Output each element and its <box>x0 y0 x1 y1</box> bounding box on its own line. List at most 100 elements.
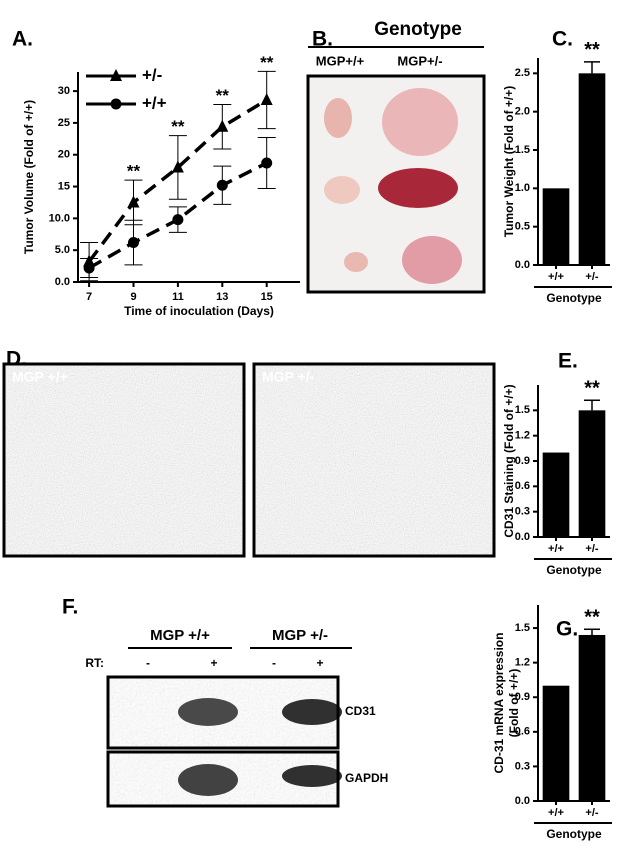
tumor <box>324 98 352 138</box>
x-tick-label: 13 <box>216 291 228 303</box>
legend-label: +/- <box>142 65 162 84</box>
y-tick-label: 10.0 <box>49 212 70 224</box>
significance: ** <box>260 53 274 72</box>
significance: ** <box>584 39 600 61</box>
panel-label: B. <box>312 28 333 51</box>
significance: ** <box>171 117 185 136</box>
panel-b: B. Genotype MGP+/+ MGP+/- <box>306 19 486 294</box>
y-tick-label: 25 <box>58 117 70 129</box>
bar <box>542 685 570 801</box>
marker <box>216 179 228 191</box>
panel-label: A. <box>12 28 33 51</box>
blot-frame <box>106 675 340 750</box>
y-tick-label: 0.6 <box>515 726 530 738</box>
marker <box>172 214 184 226</box>
error-bar <box>584 61 600 74</box>
group-label: MGP +/+ <box>150 627 210 644</box>
marker <box>171 160 184 173</box>
tumor <box>344 252 368 272</box>
y-axis-label: Tumor Volume (Fold of +/+) <box>22 100 36 254</box>
x-tick-label: +/+ <box>548 271 564 283</box>
y-tick-label: 1.5 <box>515 622 530 634</box>
x-tick-label: 9 <box>130 291 136 303</box>
marker <box>261 157 273 169</box>
y-tick-label: 2.5 <box>515 67 530 79</box>
significance: ** <box>584 377 600 399</box>
band <box>282 699 342 725</box>
y-tick-label: 30 <box>58 85 70 97</box>
error-bar <box>584 628 600 635</box>
y-tick-label: 0.6 <box>515 480 530 492</box>
y-tick-label: 0.3 <box>515 760 530 772</box>
panel-label: E. <box>558 350 578 373</box>
y-tick-label: 0.5 <box>515 221 530 233</box>
y-axis-label: CD-31 mRNA expression <box>492 633 506 774</box>
marker <box>127 195 140 208</box>
panel-label: G. <box>556 618 578 641</box>
image-frame <box>252 362 496 558</box>
y-axis-label: Tumor Weight (Fold of +/+) <box>502 86 516 238</box>
y-tick-label: 0.0 <box>515 531 530 543</box>
histology-image <box>254 364 494 556</box>
tumor <box>402 236 462 284</box>
y-tick-label: 0.0 <box>515 259 530 271</box>
tumor <box>324 176 360 204</box>
y-tick-label: 2.0 <box>515 106 530 118</box>
band <box>178 698 238 726</box>
marker <box>83 262 95 274</box>
tumor <box>382 88 458 156</box>
marker <box>110 98 122 110</box>
x-axis-label: Genotype <box>546 827 602 841</box>
x-axis-label: Time of inoculation (Days) <box>124 304 274 318</box>
bar <box>542 188 570 265</box>
image-label: MGP +/- <box>262 369 315 385</box>
y-tick-label: 5.0 <box>55 244 70 256</box>
panel-f: F. MGP +/+ MGP +/- RT: - + - + CD31 GAPD… <box>62 596 388 808</box>
marker <box>216 119 229 132</box>
x-tick-label: 15 <box>261 291 273 303</box>
lane-label: + <box>316 656 323 670</box>
x-tick-label: +/+ <box>548 807 564 819</box>
x-tick-label: +/- <box>585 271 598 283</box>
panel-title: Genotype <box>374 19 462 40</box>
band <box>282 765 342 787</box>
error-bar <box>584 399 600 411</box>
y-tick-label: 15 <box>58 180 70 192</box>
y-tick-label: 1.5 <box>515 144 530 156</box>
image-frame <box>2 362 246 558</box>
x-tick-label: 11 <box>172 291 184 303</box>
x-axis-label: Genotype <box>546 563 602 577</box>
x-axis-label: Genotype <box>546 291 602 305</box>
column-label: MGP+/+ <box>316 53 365 68</box>
panel-label: F. <box>62 596 78 619</box>
y-tick-label: 20 <box>58 149 70 161</box>
y-tick-label: 1.0 <box>515 182 530 194</box>
legend-label: +/+ <box>142 93 167 112</box>
y-tick-label: 0.3 <box>515 506 530 518</box>
bar <box>542 452 570 537</box>
y-tick-label: 1.2 <box>515 657 530 669</box>
marker <box>260 93 273 105</box>
y-axis-label: (Fold of +/+) <box>507 669 521 738</box>
significance: ** <box>127 162 141 181</box>
y-tick-label: 0.0 <box>515 795 530 807</box>
histology-image <box>4 364 244 556</box>
bar <box>578 410 606 537</box>
column-label: MGP+/- <box>397 53 442 68</box>
group-label: MGP +/- <box>272 627 328 644</box>
lane-label: - <box>146 656 150 670</box>
rt-label: RT: <box>85 656 104 670</box>
significance: ** <box>216 86 230 105</box>
y-tick-label: 1.2 <box>515 430 530 442</box>
panel-d: D. MGP +/+ MGP +/- <box>2 348 496 558</box>
lane-label: - <box>272 656 276 670</box>
significance: ** <box>584 606 600 628</box>
panel-label: C. <box>552 28 573 51</box>
x-tick-label: +/+ <box>548 543 564 555</box>
tumor <box>378 168 458 208</box>
marker <box>128 237 139 249</box>
y-tick-label: 0.9 <box>515 691 530 703</box>
y-tick-label: 0.0 <box>55 276 70 288</box>
image-label: MGP +/+ <box>12 369 68 385</box>
